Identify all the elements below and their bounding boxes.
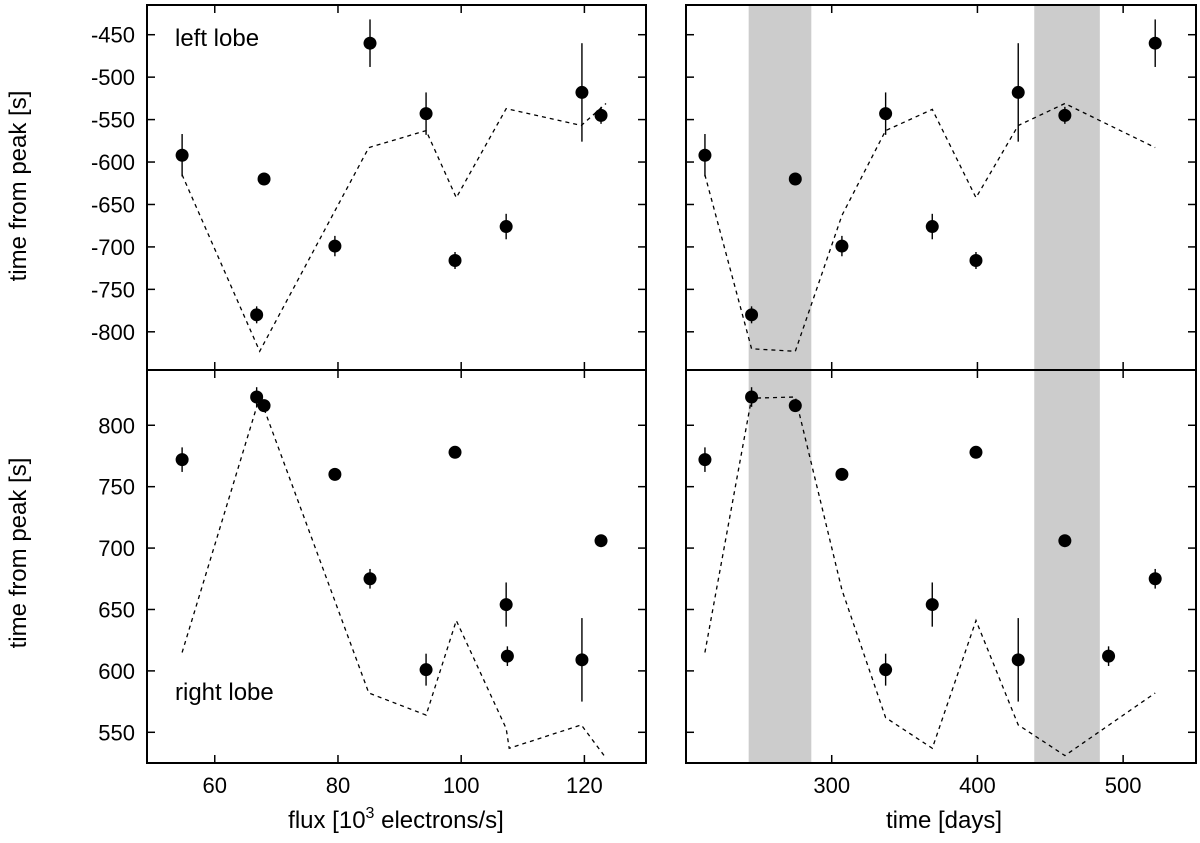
data-point-4 xyxy=(879,107,893,121)
data-point-3 xyxy=(835,239,849,253)
y-tick-label-0: -800 xyxy=(91,320,135,345)
data-point-6 xyxy=(448,254,462,267)
data-point-6 xyxy=(448,445,462,459)
y-tick-label-1: 600 xyxy=(98,659,135,684)
data-point-7 xyxy=(499,220,513,234)
data-point-3 xyxy=(328,239,342,253)
data-point-5 xyxy=(419,107,433,121)
x-tick-label-1: 400 xyxy=(959,773,996,798)
data-point-0 xyxy=(175,453,189,467)
y-tick-label-6: -500 xyxy=(91,65,135,90)
data-point-0 xyxy=(698,148,712,162)
y-tick-label-3: -650 xyxy=(91,192,135,217)
data-point-1 xyxy=(745,390,759,404)
model-line xyxy=(704,102,1156,352)
data-point-1 xyxy=(250,308,264,322)
shaded-band-1 xyxy=(1034,5,1100,370)
data-point-9 xyxy=(1102,649,1116,663)
data-point-5 xyxy=(419,663,433,677)
data-point-9 xyxy=(575,653,589,667)
plot-frame xyxy=(146,4,647,371)
x-axis-title-flux-suffix: electrons/s] xyxy=(374,807,503,834)
data-point-9 xyxy=(594,108,608,122)
panel-flux-right-lobe: 550 600 650 700 750 800 60 80 100 120 xyxy=(98,369,647,798)
y-tick-label-0: 550 xyxy=(98,720,135,745)
data-point-10 xyxy=(1148,572,1162,586)
x-tick-label-2: 100 xyxy=(443,773,480,798)
plot-frame xyxy=(146,369,647,764)
data-point-2 xyxy=(788,399,802,413)
data-point-1 xyxy=(745,308,759,322)
y-tick-label-3: 700 xyxy=(98,536,135,561)
panel-time-right-lobe: 300 400 500 xyxy=(685,369,1197,798)
data-point-9 xyxy=(1148,36,1162,50)
y-tick-label-2: -700 xyxy=(91,235,135,260)
data-point-7 xyxy=(499,598,513,612)
x-axis-title-flux-prefix: flux [10 xyxy=(288,807,365,834)
y-tick-label-7: -450 xyxy=(91,23,135,48)
data-point-6 xyxy=(969,445,983,459)
data-point-5 xyxy=(925,220,939,234)
y-tick-label-1: -750 xyxy=(91,277,135,302)
x-tick-label-0: 300 xyxy=(813,773,850,798)
data-point-7 xyxy=(1011,653,1025,667)
y-tick-label-4: 750 xyxy=(98,475,135,500)
data-point-4 xyxy=(879,663,893,677)
model-line xyxy=(704,396,1156,757)
data-point-4 xyxy=(363,572,377,586)
data-point-5 xyxy=(925,598,939,612)
data-point-3 xyxy=(328,467,342,481)
y-axis-title-bottom: time from peak [s] xyxy=(5,458,32,649)
y-tick-label-4: -600 xyxy=(91,150,135,175)
y-tick-label-5: -550 xyxy=(91,108,135,133)
shaded-band-1 xyxy=(1034,370,1100,763)
plot-frame xyxy=(685,369,1197,764)
data-point-10 xyxy=(594,534,608,548)
x-axis-title-flux: flux [103 electrons/s] xyxy=(288,805,504,834)
x-axis-title-flux-superscript: 3 xyxy=(366,805,375,822)
x-tick-label-1: 80 xyxy=(326,773,350,798)
data-point-2 xyxy=(788,172,802,186)
data-point-8 xyxy=(1058,108,1072,122)
data-point-1 xyxy=(250,390,264,404)
shaded-band-0 xyxy=(748,370,812,763)
shaded-band-0 xyxy=(748,5,812,370)
x-tick-label-2: 500 xyxy=(1105,773,1142,798)
panel-label-right-lobe: right lobe xyxy=(175,679,274,706)
y-tick-label-2: 650 xyxy=(98,597,135,622)
data-point-8 xyxy=(575,85,589,99)
data-point-2 xyxy=(257,399,271,413)
panel-flux-left-lobe: -800 -750 -700 -650 -600 -550 -500 -450 xyxy=(91,4,647,371)
data-point-6 xyxy=(969,254,983,267)
x-tick-label-3: 120 xyxy=(566,773,603,798)
data-point-4 xyxy=(363,36,377,50)
x-tick-label-0: 60 xyxy=(203,773,227,798)
x-axis-title-time: time [days] xyxy=(886,807,1002,834)
data-point-7 xyxy=(1011,85,1025,99)
y-axis-title-top: time from peak [s] xyxy=(5,91,32,282)
data-point-8 xyxy=(1058,534,1072,548)
data-point-2 xyxy=(257,172,271,186)
data-point-8 xyxy=(500,649,514,663)
data-point-3 xyxy=(835,467,849,481)
model-line xyxy=(181,103,607,353)
y-tick-label-5: 800 xyxy=(98,413,135,438)
data-point-0 xyxy=(175,148,189,162)
data-point-0 xyxy=(698,453,712,467)
panel-time-left-lobe xyxy=(685,4,1197,371)
panel-label-left-lobe: left lobe xyxy=(175,25,259,52)
